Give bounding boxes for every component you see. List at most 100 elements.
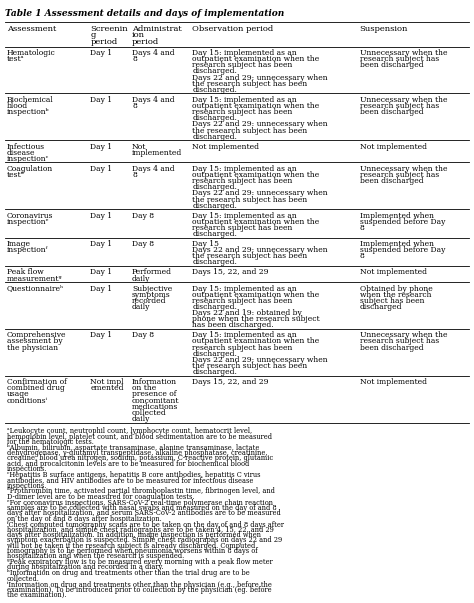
- Text: for the hematologic tests.: for the hematologic tests.: [7, 438, 93, 446]
- Text: suspended before Day: suspended before Day: [360, 246, 445, 254]
- Text: inspections.: inspections.: [7, 482, 47, 490]
- Text: Assessment: Assessment: [7, 25, 56, 33]
- Text: phone when the research subject: phone when the research subject: [192, 315, 320, 323]
- Text: discharged.: discharged.: [192, 368, 237, 376]
- Text: symptoms: symptoms: [132, 291, 171, 298]
- Text: Day 1: Day 1: [90, 285, 112, 292]
- Text: discharged.: discharged.: [192, 230, 237, 238]
- Text: medications: medications: [132, 403, 178, 411]
- Text: Questionnaireʰ: Questionnaireʰ: [7, 285, 64, 292]
- Text: Days 15, 22, and 29: Days 15, 22, and 29: [192, 378, 269, 386]
- Text: conditionsⁱ: conditionsⁱ: [7, 397, 48, 405]
- Text: assessment by: assessment by: [7, 338, 62, 346]
- Text: dehydrogenase, γ-glutamyl transpeptidase, alkaline phosphatase, creatinine,: dehydrogenase, γ-glutamyl transpeptidase…: [7, 449, 267, 457]
- Text: outpatient examination when the: outpatient examination when the: [192, 102, 319, 110]
- Text: Day 8: Day 8: [132, 240, 154, 248]
- Text: outpatient examination when the: outpatient examination when the: [192, 55, 319, 63]
- Text: period: period: [90, 38, 118, 46]
- Text: presence of: presence of: [132, 391, 176, 399]
- Text: Table 1 Assessment details and days of implementation: Table 1 Assessment details and days of i…: [5, 9, 284, 18]
- Text: Observation period: Observation period: [192, 25, 273, 33]
- Text: outpatient examination when the: outpatient examination when the: [192, 291, 319, 298]
- Text: testᵈ: testᵈ: [7, 171, 24, 179]
- Text: 8: 8: [132, 102, 137, 110]
- Text: Days 22 and 29: unnecessary when: Days 22 and 29: unnecessary when: [192, 74, 328, 81]
- Text: collected: collected: [132, 409, 167, 417]
- Text: discharged.: discharged.: [192, 303, 237, 311]
- Text: combined drug: combined drug: [7, 384, 64, 393]
- Text: the research subject has been: the research subject has been: [192, 80, 308, 87]
- Text: Day 1: Day 1: [90, 96, 112, 104]
- Text: samples are to be collected with nasal swabs and measured on the day of and 8: samples are to be collected with nasal s…: [7, 504, 276, 512]
- Text: research subject has been: research subject has been: [192, 344, 293, 352]
- Text: Day 1: Day 1: [90, 142, 112, 151]
- Text: research subject has been: research subject has been: [192, 62, 293, 69]
- Text: Coronavirus: Coronavirus: [7, 212, 53, 219]
- Text: Information: Information: [132, 378, 177, 386]
- Text: hemoglobin level, platelet count, and blood sedimentation are to be measured: hemoglobin level, platelet count, and bl…: [7, 433, 272, 441]
- Text: the research subject has been: the research subject has been: [192, 127, 308, 134]
- Text: hospitalization and when the research is suspended.: hospitalization and when the research is…: [7, 552, 184, 560]
- Text: Not implemented: Not implemented: [360, 268, 427, 276]
- Text: discharged.: discharged.: [192, 259, 237, 267]
- Text: period: period: [132, 38, 159, 46]
- Text: 8: 8: [360, 224, 365, 232]
- Text: Day 1: Day 1: [90, 240, 112, 248]
- Text: Day 15: implemented as an: Day 15: implemented as an: [192, 96, 297, 104]
- Text: on the: on the: [132, 384, 156, 393]
- Text: 8: 8: [360, 252, 365, 260]
- Text: research subject has been: research subject has been: [192, 224, 293, 232]
- Text: Confirmation of: Confirmation of: [7, 378, 66, 386]
- Text: Day 15: implemented as an: Day 15: implemented as an: [192, 332, 297, 339]
- Text: Unnecessary when the: Unnecessary when the: [360, 165, 447, 173]
- Text: ion: ion: [132, 31, 145, 39]
- Text: 8: 8: [132, 171, 137, 179]
- Text: Administrat: Administrat: [132, 25, 182, 33]
- Text: Not implemented: Not implemented: [360, 378, 427, 386]
- Text: discharged.: discharged.: [192, 86, 237, 94]
- Text: ᵉFor coronavirus inspections, SARS-CoV-2 real-time polymerase chain reaction: ᵉFor coronavirus inspections, SARS-CoV-2…: [7, 499, 273, 507]
- Text: tomography is to be performed when pneumonia worsens within 8 days of: tomography is to be performed when pneum…: [7, 547, 257, 555]
- Text: ᶠChest computed tomography scans are to be taken on the day of and 8 days after: ᶠChest computed tomography scans are to …: [7, 520, 283, 529]
- Text: Day 1: Day 1: [90, 49, 112, 57]
- Text: days after hospitalization, and serum SARS-CoV-2 antibodies are to be measured: days after hospitalization, and serum SA…: [7, 510, 281, 517]
- Text: Coagulation: Coagulation: [7, 165, 53, 173]
- Text: Day 15: implemented as an: Day 15: implemented as an: [192, 165, 297, 173]
- Text: the examination).: the examination).: [7, 591, 66, 599]
- Text: Day 8: Day 8: [132, 212, 154, 219]
- Text: Infectious: Infectious: [7, 142, 45, 151]
- Text: Days 22 and 29: unnecessary when: Days 22 and 29: unnecessary when: [192, 121, 328, 128]
- Text: days after hospitalization. In addition, image inspection is performed when: days after hospitalization. In addition,…: [7, 531, 261, 539]
- Text: Performed: Performed: [132, 268, 172, 276]
- Text: ʰInformation on drug and treatments other than the trial drug are to be: ʰInformation on drug and treatments othe…: [7, 569, 249, 578]
- Text: Days 22 and 29: unnecessary when: Days 22 and 29: unnecessary when: [192, 356, 328, 364]
- Text: subject has been: subject has been: [360, 297, 424, 305]
- Text: been discharged: been discharged: [360, 344, 423, 352]
- Text: concomitant: concomitant: [132, 397, 180, 405]
- Text: Subjective: Subjective: [132, 285, 173, 292]
- Text: Implemented when: Implemented when: [360, 212, 434, 219]
- Text: ᵇAlbumin, bilirubin, aspartate transaminase, alanine transaminase, lactate: ᵇAlbumin, bilirubin, aspartate transamin…: [7, 444, 259, 452]
- Text: suspended before Day: suspended before Day: [360, 218, 445, 226]
- Text: Days 22 and 19: obtained by: Days 22 and 19: obtained by: [192, 309, 302, 317]
- Text: during hospitalization and recorded in a diary.: during hospitalization and recorded in a…: [7, 563, 163, 572]
- Text: Not implemented: Not implemented: [360, 142, 427, 151]
- Text: Not implemented: Not implemented: [192, 142, 259, 151]
- Text: inspections.: inspections.: [7, 465, 47, 473]
- Text: the research subject has been: the research subject has been: [192, 252, 308, 260]
- Text: Unnecessary when the: Unnecessary when the: [360, 332, 447, 339]
- Text: Not: Not: [132, 142, 146, 151]
- Text: discharged.: discharged.: [192, 133, 237, 140]
- Text: Day 1: Day 1: [90, 332, 112, 339]
- Text: examination). To be introduced prior to collection by the physician (eg. before: examination). To be introduced prior to …: [7, 586, 271, 594]
- Text: research subject has: research subject has: [360, 171, 439, 179]
- Text: Hematologic: Hematologic: [7, 49, 55, 57]
- Text: Day 1: Day 1: [90, 165, 112, 173]
- Text: research subject has: research subject has: [360, 55, 439, 63]
- Text: Day 1: Day 1: [90, 268, 112, 276]
- Text: when the research: when the research: [360, 291, 431, 298]
- Text: discharged.: discharged.: [192, 183, 237, 191]
- Text: acid, and procalcitonin levels are to be measured for biochemical blood: acid, and procalcitonin levels are to be…: [7, 459, 249, 468]
- Text: will not be taken if the research subject is already discharged. Computed: will not be taken if the research subjec…: [7, 541, 255, 549]
- Text: Day 1: Day 1: [90, 212, 112, 219]
